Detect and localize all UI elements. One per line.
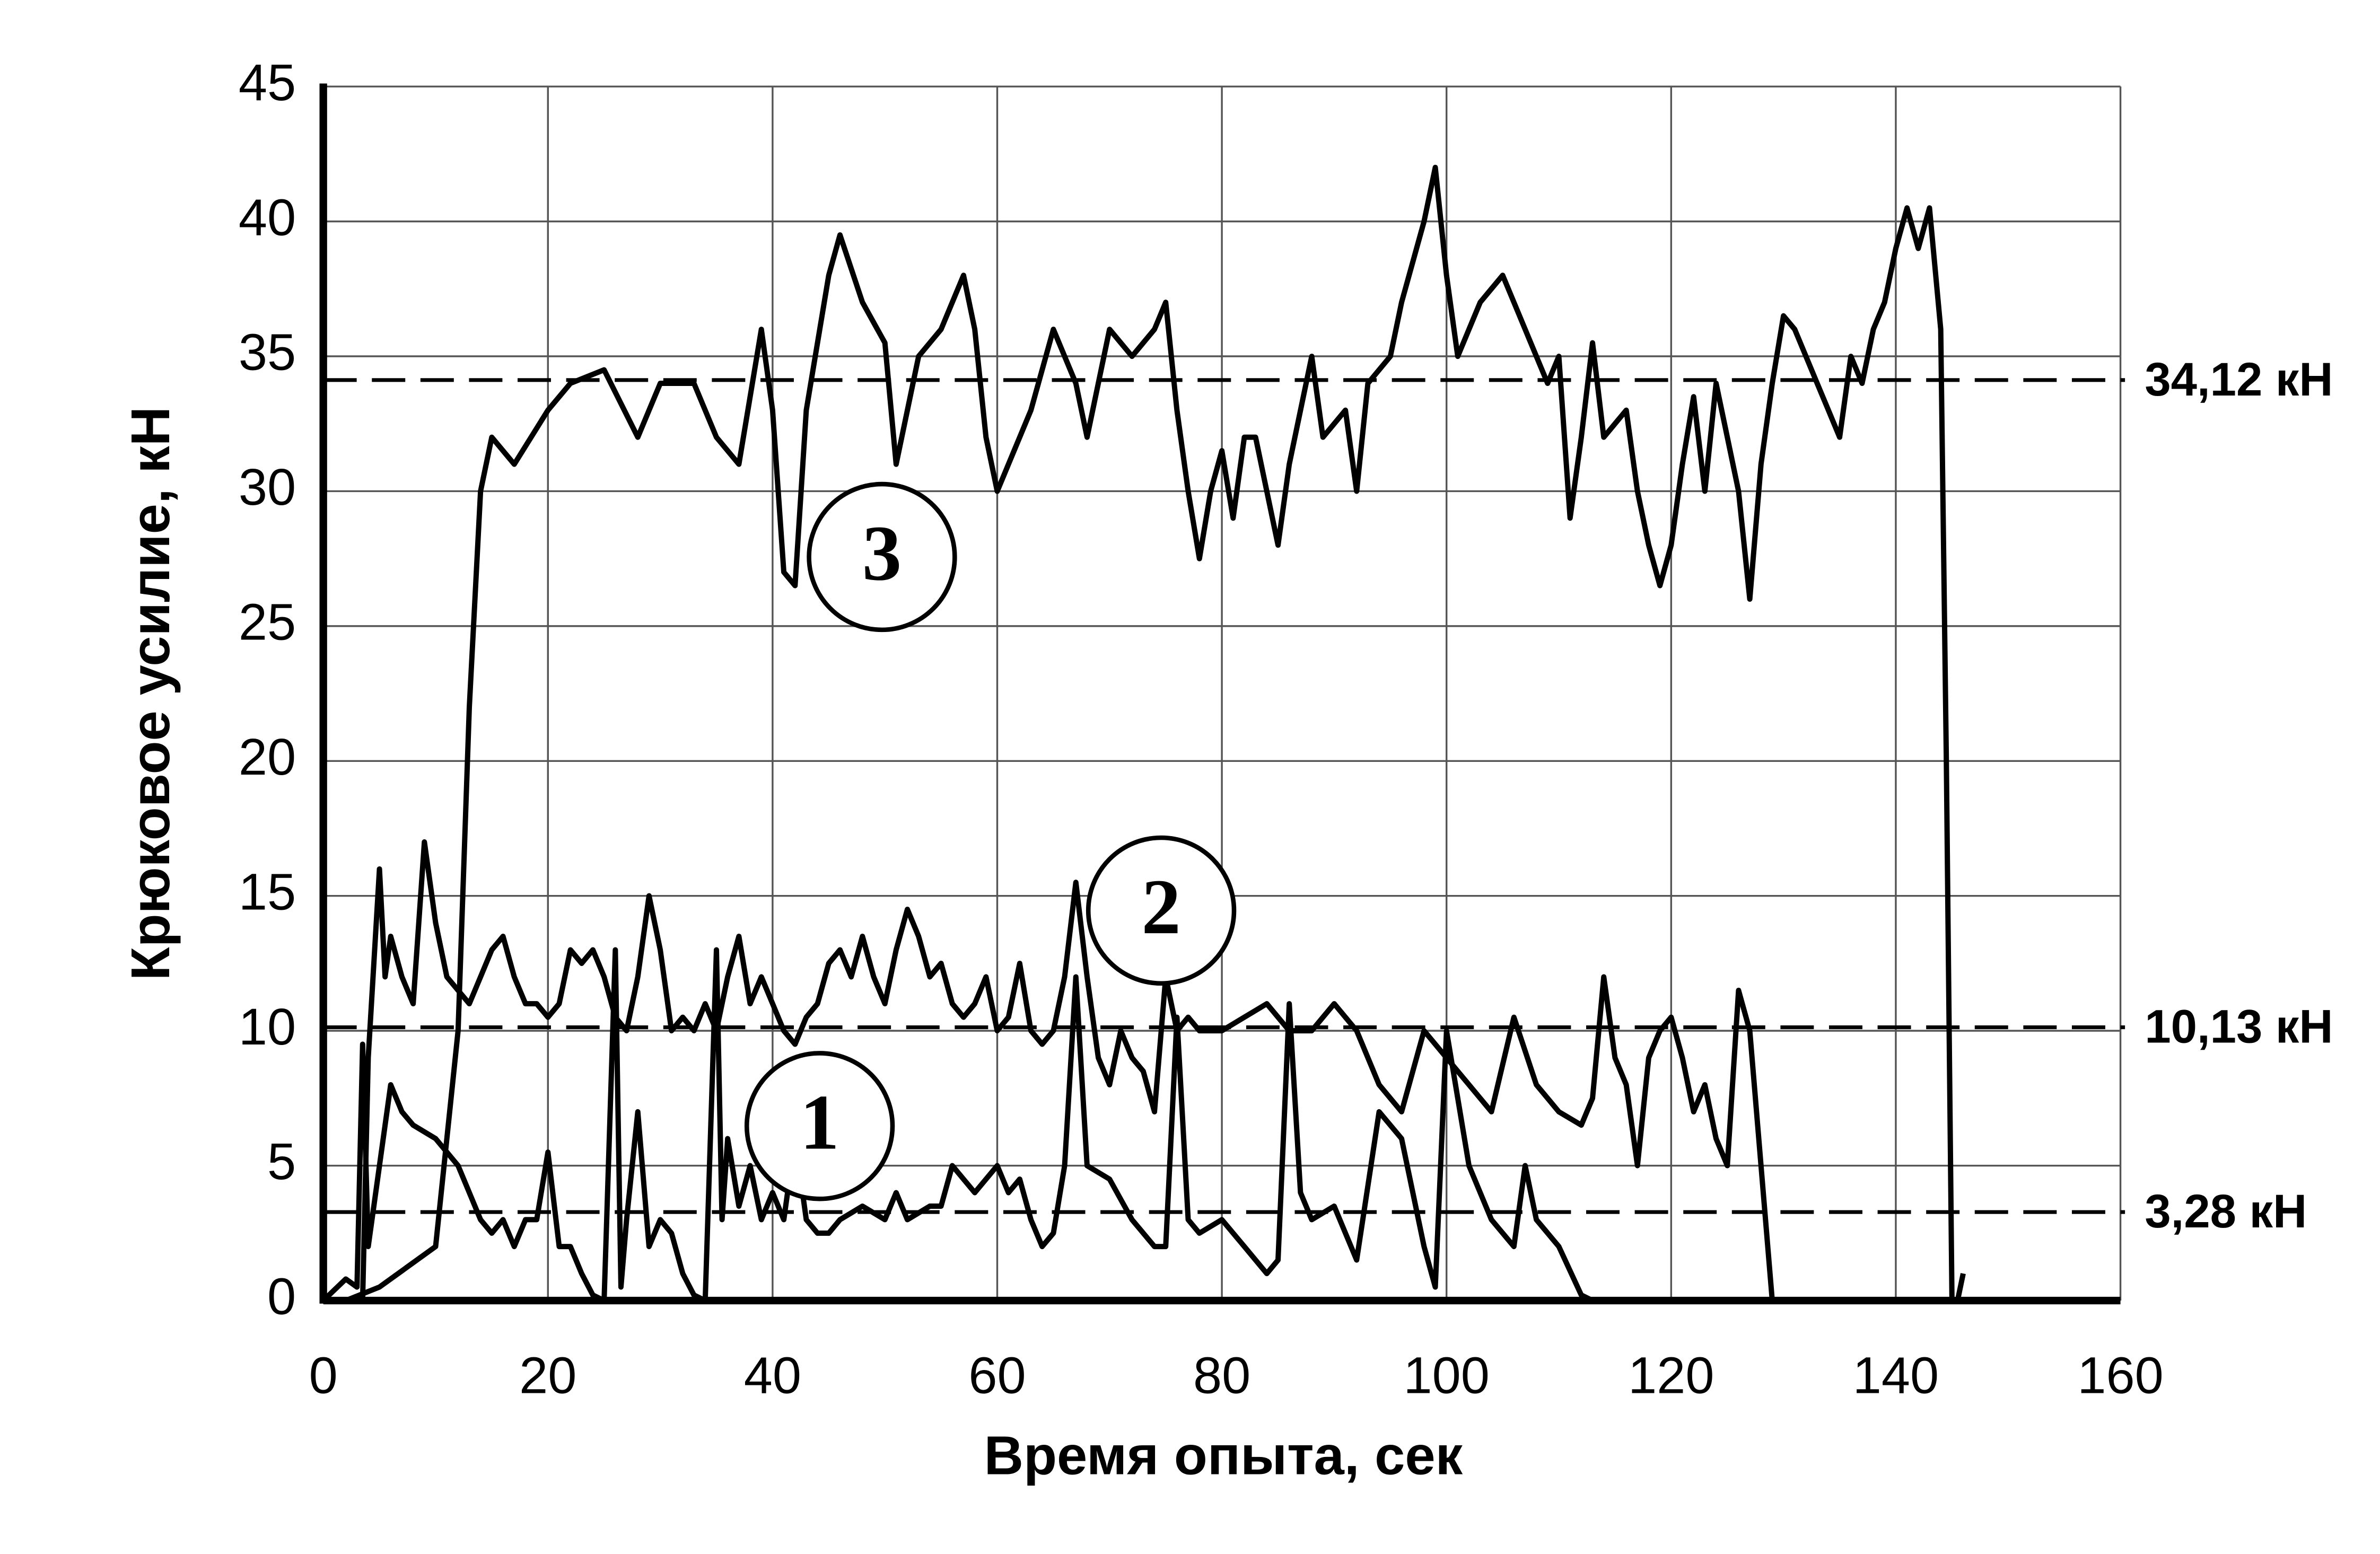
reference-label: 3,28 кН xyxy=(2145,1185,2307,1237)
series-line xyxy=(323,164,1966,1303)
x-tick-label: 60 xyxy=(968,1347,1026,1404)
y-tick-label: 5 xyxy=(267,1132,296,1190)
series-name: 3 xyxy=(862,510,902,597)
series-marker-circle xyxy=(1086,835,1237,986)
series-marker-circle xyxy=(807,481,957,633)
x-tick-label: 100 xyxy=(1404,1347,1490,1404)
y-tick-label: 0 xyxy=(267,1268,296,1325)
y-tick-label: 20 xyxy=(239,728,296,786)
y-tick-label: 30 xyxy=(239,458,296,516)
series-name: 1 xyxy=(800,1079,839,1166)
x-tick-label: 0 xyxy=(309,1347,338,1404)
series-line xyxy=(360,839,1775,1301)
x-tick-label: 80 xyxy=(1193,1347,1250,1404)
x-tick-label: 20 xyxy=(519,1347,576,1404)
y-axis-label: Крюковое усилие, кН xyxy=(120,407,181,980)
series-name: 2 xyxy=(1141,863,1180,951)
y-tick-label: 35 xyxy=(239,323,296,381)
reference-label: 34,12 кН xyxy=(2145,353,2333,406)
series-line xyxy=(321,947,1594,1303)
y-tick-label: 25 xyxy=(239,593,296,651)
y-tick-label: 40 xyxy=(239,188,296,246)
y-tick-label: 10 xyxy=(239,998,296,1056)
series-marker-circle xyxy=(744,1051,895,1201)
y-tick-label: 45 xyxy=(239,54,296,111)
x-tick-label: 40 xyxy=(744,1347,801,1404)
x-tick-label: 160 xyxy=(2077,1347,2163,1404)
x-tick-label: 120 xyxy=(1628,1347,1714,1404)
reference-label: 10,13 кН xyxy=(2145,1000,2333,1053)
x-tick-label: 140 xyxy=(1853,1347,1939,1404)
x-axis-label: Время опыта, сек xyxy=(984,1425,1463,1486)
y-tick-label: 15 xyxy=(239,863,296,920)
